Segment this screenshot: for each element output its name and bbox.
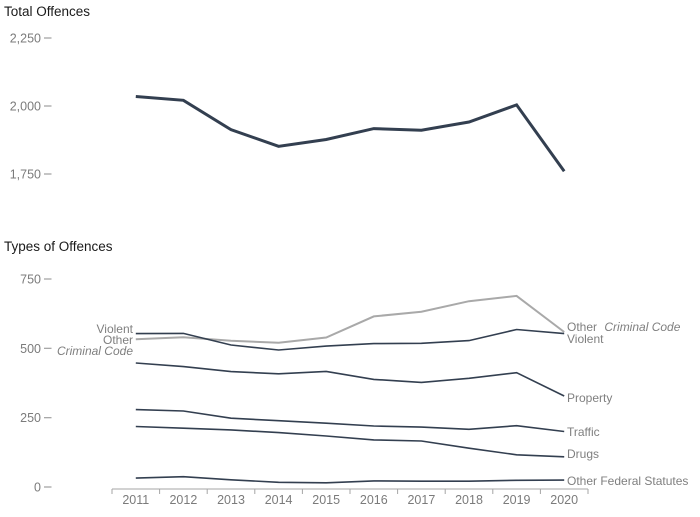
x-tick-label: 2017 xyxy=(407,493,435,507)
y-tick-label: 0 xyxy=(34,481,41,495)
label-other-cc-italic: Criminal Code xyxy=(604,320,680,334)
label-violent-right: Violent xyxy=(567,332,604,346)
x-tick-label: 2020 xyxy=(550,493,578,507)
label-drugs: Drugs xyxy=(567,447,599,461)
x-tick-label: 2014 xyxy=(265,493,293,507)
line-total-offences xyxy=(135,95,566,173)
y-tick-label: 2,250 xyxy=(10,32,41,46)
y-tick-label: 500 xyxy=(20,342,41,356)
types-of-offences-line-group xyxy=(135,294,565,484)
label-other-criminal-code-left-line1: Other xyxy=(103,333,133,347)
right-series-labels: Other Criminal Code Violent Property Tra… xyxy=(567,320,688,488)
bottom-chart-title: Types of Offences xyxy=(4,239,113,254)
x-tick-label: 2012 xyxy=(169,493,197,507)
line-drugs xyxy=(135,425,565,458)
top-y-axis: 2,250 2,000 1,750 xyxy=(10,32,52,182)
label-property: Property xyxy=(567,391,612,405)
label-traffic: Traffic xyxy=(567,425,600,439)
label-other-cc-prefix: Other xyxy=(567,320,597,334)
x-axis: 2011 2012 2013 2014 2015 2016 2017 2018 2019 2020 xyxy=(111,488,589,507)
x-tick-label: 2019 xyxy=(503,493,531,507)
label-violent-left: Violent xyxy=(97,322,134,336)
left-series-labels: Violent Other Criminal Code xyxy=(57,322,134,358)
label-other-criminal-code-right: Other Criminal Code xyxy=(567,320,681,334)
label-other-federal-statutes: Other Federal Statutes xyxy=(567,474,688,488)
x-tick-label: 2015 xyxy=(312,493,340,507)
line-traffic xyxy=(135,408,565,433)
line-violent xyxy=(135,328,565,351)
line-property xyxy=(135,362,565,397)
line-other-criminal-code xyxy=(135,294,565,344)
total-offences-line-group xyxy=(135,95,566,173)
y-tick-label: 250 xyxy=(20,411,41,425)
bottom-y-axis: 750 500 250 0 xyxy=(20,273,52,495)
y-tick-label: 750 xyxy=(20,273,41,287)
y-tick-label: 1,750 xyxy=(10,168,41,182)
label-other-criminal-code-left-line2: Criminal Code xyxy=(57,344,133,358)
x-tick-label: 2016 xyxy=(360,493,388,507)
x-tick-label: 2011 xyxy=(122,493,149,507)
top-chart-title: Total Offences xyxy=(4,4,90,19)
line-other-federal-statutes xyxy=(135,475,565,484)
x-tick-label: 2018 xyxy=(455,493,483,507)
x-tick-label: 2013 xyxy=(217,493,245,507)
y-tick-label: 2,000 xyxy=(10,100,41,114)
